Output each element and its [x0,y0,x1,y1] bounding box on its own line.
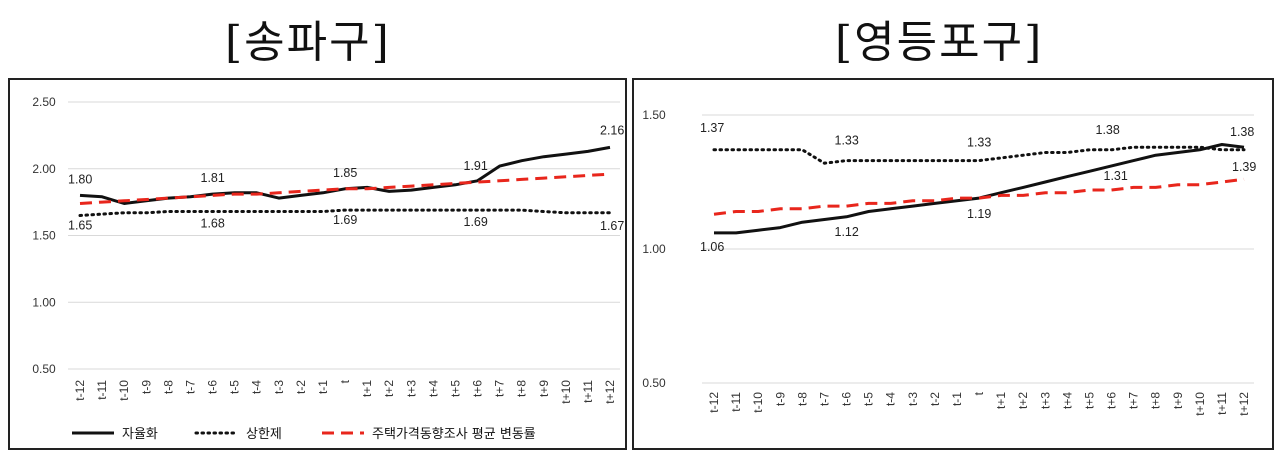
legend-label-survey: 주택가격동향조사 평균 변동률 [372,427,536,442]
data-label: 1.06 [700,240,724,254]
x-tick-label: t+8 [1149,392,1163,409]
series-line-cap [712,145,1246,165]
x-tick-label: t-10 [751,392,765,413]
y-tick-label: 1.00 [642,242,666,256]
x-tick-label: t-10 [117,380,131,401]
y-tick-label: 2.50 [32,95,56,109]
y-tick-label: 1.50 [32,229,56,243]
chart-panel-yeongdeungpo: 1.50 1.00 0.50 t-12 t-11 t-10 t-9 t-8 t-7 t-6 t-5 t… [632,78,1274,450]
data-label: 1.38 [1230,125,1254,139]
y-tick-label: 1.00 [32,295,56,309]
x-tick-label: t [338,379,352,383]
x-tick-label: t+7 [493,380,507,397]
x-tick-label: t-12 [73,380,87,401]
x-tick-label: t-3 [906,392,920,406]
x-tick-label: t+2 [382,380,396,397]
x-tick-label: t-3 [272,380,286,394]
x-tick-label: t+12 [1237,392,1251,416]
x-tick-label: t+11 [1215,392,1229,415]
x-tick-label: t+6 [471,380,485,397]
series-line-self [79,145,611,205]
x-tick-label: t-8 [795,392,809,406]
series-line-cap [78,208,612,217]
x-tick-label: t-2 [928,392,942,406]
x-tick-label: t-7 [183,380,197,394]
chart-title-yeongdeungpo: [영등포구] [835,17,1044,68]
legend-label-self: 자율화 [122,427,158,442]
x-tick-label: t+11 [581,380,595,403]
x-tick-label: t+10 [1193,392,1207,416]
x-tick-label: t+8 [515,380,529,397]
data-label: 1.80 [68,172,92,186]
data-label: 1.31 [1104,169,1128,183]
x-tick-label: t-1 [316,380,330,394]
x-tick-label: t-9 [773,392,787,406]
x-tick-label: t+4 [1060,392,1074,409]
data-label: 2.16 [600,123,624,137]
x-tick-label: t-11 [729,392,743,412]
x-tick-label: t+9 [1171,392,1185,409]
y-tick-label: 1.50 [642,108,666,122]
x-tick-label: t+3 [1038,392,1052,409]
data-label: 1.81 [201,171,225,185]
series-line-survey [79,172,611,205]
x-tick-label: t-6 [206,380,220,394]
x-tick-label: t-6 [840,392,854,406]
y-tick-label: 0.50 [32,362,56,376]
x-tick-label: t-5 [228,380,242,394]
data-label: 1.67 [600,219,624,233]
x-tick-label: t+6 [1105,392,1119,409]
data-label: 1.12 [835,225,859,239]
x-tick-label: t+12 [603,380,617,404]
x-tick-label: t+3 [404,380,418,397]
x-tick-label: t-11 [95,380,109,400]
chart-title-songpa: [송파구] [225,17,391,68]
x-tick-label: t+5 [448,380,462,397]
chart-svg-songpa: 2.50 2.00 1.50 1.00 0.50 t-12 t-11 t-10 t-9 t-8 t-… [32,95,624,442]
chart-panel-songpa: 2.50 2.00 1.50 1.00 0.50 t-12 t-11 t-10 t-9 t-8 t-… [8,78,627,450]
data-label: 1.68 [201,216,225,230]
data-label: 1.33 [835,134,859,148]
x-tick-label: t+10 [559,380,573,404]
series-line-survey [713,177,1245,216]
x-tick-label: t-8 [161,380,175,394]
data-label: 1.69 [464,215,488,229]
x-tick-label: t-1 [950,392,964,406]
x-tick-label: t-4 [250,380,264,394]
data-label: 1.85 [333,166,357,180]
x-tick-label: t-2 [294,380,308,394]
data-label: 1.33 [967,136,991,150]
x-tick-label: t+5 [1082,392,1096,409]
legend-label-cap: 상한제 [246,427,282,442]
data-label: 1.91 [464,159,488,173]
x-tick-label: t [972,391,986,395]
data-label: 1.39 [1232,160,1256,174]
x-tick-label: t+2 [1016,392,1030,409]
x-tick-label: t-12 [707,392,721,413]
x-tick-label: t+9 [537,380,551,397]
x-tick-label: t-9 [139,380,153,394]
data-label: 1.69 [333,213,357,227]
x-tick-label: t+1 [994,392,1008,409]
data-label: 1.37 [700,121,724,135]
x-tick-label: t+4 [426,380,440,397]
x-tick-label: t-5 [862,392,876,406]
y-tick-label: 2.00 [32,162,56,176]
data-label: 1.19 [967,207,991,221]
x-tick-label: t-7 [817,392,831,406]
y-tick-label: 0.50 [642,376,666,390]
data-label: 1.65 [68,218,92,232]
x-tick-label: t-4 [884,392,898,406]
chart-svg-yeongdeungpo: 1.50 1.00 0.50 t-12 t-11 t-10 t-9 t-8 t-7 t-6 t-5 t… [642,108,1256,416]
x-tick-label: t+1 [360,380,374,397]
data-label: 1.38 [1096,123,1120,137]
series-line-self [714,143,1245,235]
x-tick-label: t+7 [1127,392,1141,409]
